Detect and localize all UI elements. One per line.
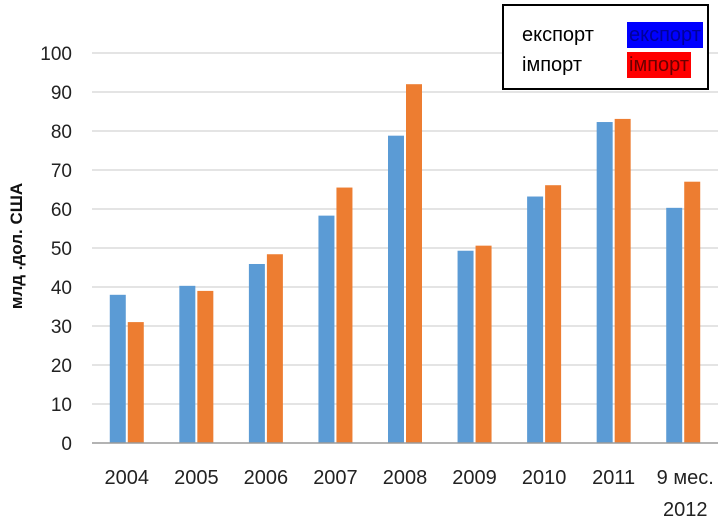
y-tick-label: 60 (51, 200, 72, 221)
bar-export-3 (318, 215, 335, 443)
x-axis-tick-labels: 2004 2005 2006 2007 2008 2009 2010 2011 9 мес. 20… (105, 467, 714, 520)
y-tick-label: 30 (51, 317, 72, 338)
legend-swatch-import: імпорт (627, 52, 691, 78)
bar-export-4 (388, 135, 404, 443)
x-tick-label: 2007 (313, 467, 358, 489)
x-tick-label: 2004 (105, 467, 150, 489)
y-tick-label: 100 (40, 44, 72, 65)
y-tick-label: 20 (51, 356, 72, 377)
bar-import-8 (684, 181, 701, 443)
legend-label-export: експорт (522, 24, 594, 46)
y-tick-label: 40 (51, 278, 72, 299)
bar-import-0 (127, 322, 144, 443)
y-tick-label: 90 (51, 83, 72, 104)
bar-import-5 (475, 245, 492, 443)
x-tick-label: 2012 (663, 499, 708, 520)
bar-export-1 (179, 285, 196, 443)
x-tick-label: 2009 (452, 467, 497, 489)
x-tick-label: 2005 (174, 467, 219, 489)
bar-import-2 (266, 254, 283, 443)
x-tick-label: 2008 (383, 467, 428, 489)
bar-import-3 (336, 187, 353, 443)
y-tick-label: 10 (51, 395, 72, 416)
bar-export-5 (457, 250, 474, 443)
x-tick-label: 2010 (522, 467, 567, 489)
legend: експорт експорт імпорт імпорт (502, 4, 709, 90)
legend-item-export: експорт експорт (522, 22, 703, 48)
bar-export-2 (248, 263, 265, 443)
bar-import-6 (545, 185, 562, 443)
legend-swatch-export: експорт (627, 22, 703, 48)
y-axis-label: млд .дол. США (7, 183, 26, 309)
x-tick-label: 2006 (244, 467, 289, 489)
y-tick-label: 0 (61, 434, 72, 455)
bars (109, 84, 701, 443)
bar-export-8 (666, 207, 683, 443)
x-tick-label: 2011 (592, 467, 635, 489)
legend-label-import: імпорт (522, 54, 582, 76)
bar-export-0 (109, 294, 126, 443)
bar-import-1 (197, 290, 214, 443)
y-axis-tick-labels: 0 10 20 30 40 50 60 70 80 90 100 (40, 44, 72, 455)
y-tick-label: 50 (51, 239, 72, 260)
x-tick-label: 9 мес. (657, 467, 714, 489)
bar-export-6 (527, 196, 544, 443)
legend-item-import: імпорт імпорт (522, 52, 691, 78)
bar-import-4 (406, 84, 422, 443)
bar-export-7 (596, 122, 613, 443)
bar-import-7 (614, 118, 631, 443)
y-tick-label: 80 (51, 122, 72, 143)
y-tick-label: 70 (51, 161, 72, 182)
